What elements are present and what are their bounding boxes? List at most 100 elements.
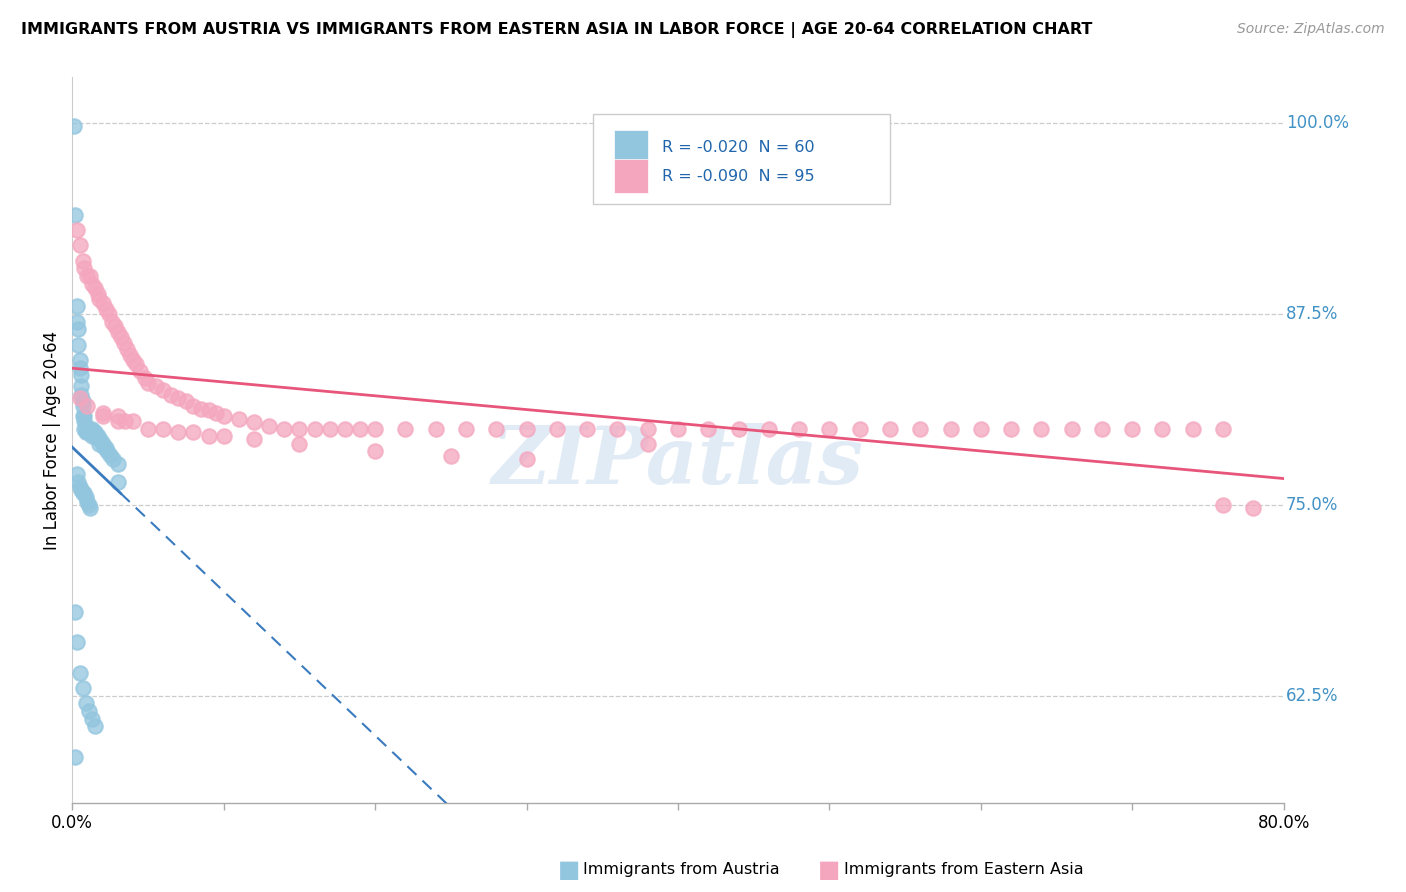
Point [183,399,205,413]
Point [79,268,101,283]
Point [454,421,477,435]
Point [121,352,143,367]
Point [121,414,143,428]
Point [758,421,780,435]
Point [94,442,117,456]
Point [970,421,993,435]
Point [91,406,114,420]
Point [87,287,110,301]
Point [115,342,138,356]
Point [66,223,89,237]
Point [243,416,266,430]
Point [114,414,136,428]
Point [364,421,387,435]
Point [73,421,96,435]
Point [879,421,901,435]
Point [212,409,235,424]
Point [90,434,112,448]
Point [394,421,416,435]
Point [183,425,205,439]
Point [606,421,628,435]
Point [72,253,94,268]
Point [104,319,127,334]
Point [727,421,749,435]
Text: R = -0.020  N = 60: R = -0.020 N = 60 [662,140,815,155]
Point [174,394,197,409]
Point [76,399,98,413]
Text: ■: ■ [818,858,841,881]
Point [72,485,94,500]
Point [66,315,89,329]
Point [152,421,174,435]
Point [107,414,129,428]
Point [515,452,537,467]
Point [86,429,108,443]
Point [84,425,107,439]
Point [73,485,96,500]
Point [66,467,89,482]
Point [485,421,508,435]
Point [197,429,219,443]
Point [167,391,190,405]
Point [80,429,103,443]
Point [73,409,96,424]
Point [65,208,87,222]
Point [96,444,118,458]
Point [75,425,97,439]
Point [98,448,121,462]
Point [273,421,295,435]
Point [89,432,111,446]
Point [288,437,311,451]
Point [66,300,89,314]
Point [72,681,94,695]
Point [136,376,159,390]
Point [91,296,114,310]
Point [69,352,91,367]
Point [75,697,97,711]
Point [939,421,962,435]
Point [818,421,841,435]
Text: 75.0%: 75.0% [1286,496,1339,514]
Point [197,403,219,417]
Point [97,307,120,321]
Point [1212,421,1234,435]
FancyBboxPatch shape [614,130,648,165]
Text: R = -0.090  N = 95: R = -0.090 N = 95 [662,169,815,184]
Point [69,238,91,252]
Point [134,371,156,385]
Text: IMMIGRANTS FROM AUSTRIA VS IMMIGRANTS FROM EASTERN ASIA IN LABOR FORCE | AGE 20-: IMMIGRANTS FROM AUSTRIA VS IMMIGRANTS FR… [21,22,1092,38]
Point [637,421,659,435]
Point [787,421,810,435]
Point [1091,421,1114,435]
Point [129,363,152,377]
Point [107,326,129,340]
Point [70,368,93,383]
Point [112,336,135,351]
Point [69,665,91,680]
Point [91,409,114,424]
Point [84,429,107,443]
Point [697,421,720,435]
Point [79,500,101,515]
Point [72,399,94,413]
Point [80,421,103,435]
Point [91,437,114,451]
Point [72,409,94,424]
Y-axis label: In Labor Force | Age 20-64: In Labor Force | Age 20-64 [44,330,60,549]
Point [70,379,93,393]
Point [87,429,110,443]
Point [159,388,181,402]
Point [101,452,124,467]
Point [82,425,104,439]
Point [1121,421,1143,435]
Point [212,429,235,443]
Point [77,704,100,718]
Text: ■: ■ [558,858,581,881]
Point [1181,421,1204,435]
Point [152,384,174,398]
Point [77,421,100,435]
Point [94,302,117,317]
Point [89,437,111,451]
Text: 87.5%: 87.5% [1286,305,1339,323]
Point [66,635,89,649]
